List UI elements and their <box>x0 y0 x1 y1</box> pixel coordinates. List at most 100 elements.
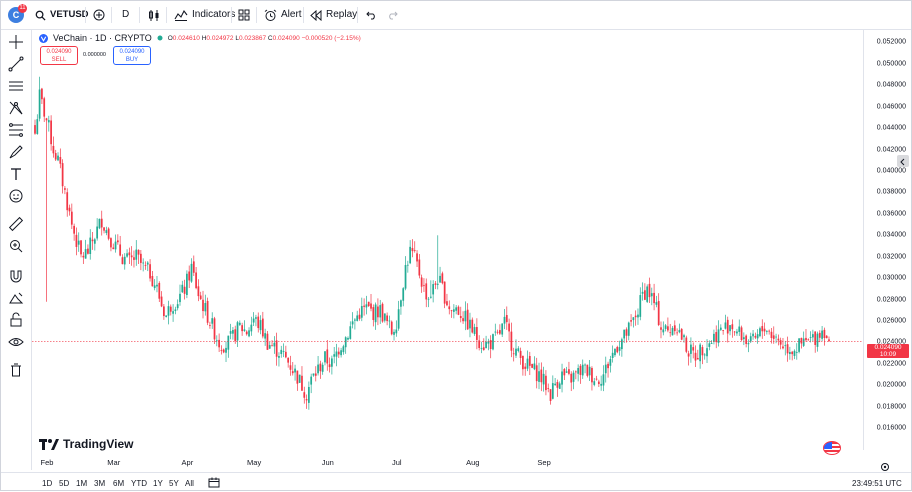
range-button-3m[interactable]: 3M <box>94 479 106 488</box>
candle-body <box>160 296 163 307</box>
buy-button[interactable]: 0.024090 BUY <box>113 46 151 65</box>
candle-body <box>268 345 271 349</box>
candle-body <box>301 375 303 391</box>
candle-body <box>66 192 69 211</box>
layouts-button[interactable] <box>238 6 250 24</box>
sell-button[interactable]: 0.024090 SELL <box>40 46 78 65</box>
candle-body <box>473 327 476 334</box>
interval-button[interactable]: D <box>122 6 129 24</box>
price-tick-label: 0.022000 <box>876 360 906 368</box>
candle-body <box>434 283 437 285</box>
replay-button[interactable]: Replay <box>310 6 357 24</box>
range-button-1d[interactable]: 1D <box>42 479 53 488</box>
candle-body <box>218 339 220 348</box>
horizontal-lines-icon[interactable] <box>8 78 24 94</box>
candle-body <box>192 261 195 273</box>
candle-body <box>312 373 315 376</box>
pitchfork-icon[interactable] <box>8 100 24 116</box>
compare-button[interactable] <box>93 6 105 24</box>
range-button-1y[interactable]: 1Y <box>153 479 163 488</box>
candle-body <box>644 290 646 300</box>
candle-body <box>411 248 414 252</box>
axis-scale-button[interactable] <box>897 155 909 167</box>
symbol-search[interactable]: VETUSD <box>35 6 89 24</box>
candle-body <box>736 331 738 334</box>
indicators-button[interactable]: Indicators <box>174 6 235 24</box>
candle-body <box>365 304 368 308</box>
divider <box>256 7 257 23</box>
candle-body <box>595 378 598 380</box>
magnet-icon[interactable] <box>8 268 24 284</box>
candle-body <box>356 315 359 321</box>
candle-body <box>418 259 421 276</box>
time-tick-label: Mar <box>107 458 121 467</box>
candle-body <box>528 356 531 366</box>
candle-body <box>646 286 649 302</box>
candle-body <box>540 369 543 383</box>
price-axis[interactable]: 0.052000 0.050000 0.048000 0.046000 0.044000… <box>863 30 912 450</box>
price-tick-label: 0.046000 <box>876 103 906 111</box>
candle-body <box>89 237 92 254</box>
range-button-5y[interactable]: 5Y <box>169 479 179 488</box>
candle-body <box>238 322 241 325</box>
unlock-icon[interactable] <box>8 312 24 328</box>
trend-line-icon[interactable] <box>8 56 24 72</box>
candle-body <box>335 351 338 357</box>
candle-body <box>243 329 246 331</box>
redo-button[interactable] <box>387 6 398 24</box>
candle-body <box>289 365 292 370</box>
settings-button[interactable] <box>880 459 890 477</box>
us-flag-icon[interactable] <box>823 441 841 455</box>
fib-retracement-icon[interactable] <box>8 122 24 138</box>
candle-body <box>439 275 441 283</box>
undo-button[interactable] <box>366 6 377 24</box>
range-button-5d[interactable]: 5D <box>59 479 70 488</box>
symbol-title[interactable]: VeChain · 1D · CRYPTO <box>53 33 152 43</box>
zoom-in-icon[interactable] <box>8 238 24 254</box>
search-icon <box>35 10 46 21</box>
candle-body <box>655 302 658 305</box>
divider <box>139 7 140 23</box>
price-tick-label: 0.040000 <box>876 167 906 175</box>
trash-icon[interactable] <box>8 362 24 378</box>
candle-body <box>105 230 108 233</box>
alert-button[interactable]: Alert <box>264 6 302 24</box>
price-chart[interactable] <box>32 30 863 450</box>
candle-body <box>531 363 533 368</box>
candle-body <box>183 286 186 294</box>
candle-body <box>637 314 639 318</box>
candle-body <box>199 295 202 300</box>
chart-type-button[interactable] <box>148 6 160 24</box>
emoji-icon[interactable] <box>8 188 24 204</box>
candle-body <box>485 341 487 349</box>
ruler-icon[interactable] <box>8 216 24 232</box>
candle-body <box>713 333 715 342</box>
text-icon[interactable] <box>8 166 24 182</box>
candle-body <box>586 364 589 376</box>
candle-body <box>377 306 379 318</box>
time-axis[interactable]: Feb Mar Apr May Jun Jul Aug Sep <box>32 453 862 471</box>
candle-body <box>577 368 580 374</box>
price-tick-label: 0.032000 <box>876 253 906 261</box>
time-tick-label: May <box>247 458 262 467</box>
range-button-ytd[interactable]: YTD <box>131 479 147 488</box>
goto-date-button[interactable] <box>208 477 220 490</box>
brush-icon[interactable] <box>8 144 24 160</box>
candle-body <box>282 351 285 352</box>
candle-body <box>487 341 490 344</box>
lock-drawings-icon[interactable] <box>8 290 24 306</box>
candle-body <box>215 340 218 342</box>
candle-body <box>611 352 614 358</box>
candle-body <box>756 334 759 339</box>
range-button-all[interactable]: All <box>185 479 194 488</box>
eye-icon[interactable] <box>8 334 24 350</box>
candle-body <box>779 340 782 345</box>
utc-clock[interactable]: 23:49:51 UTC <box>852 479 902 488</box>
range-button-1m[interactable]: 1M <box>76 479 88 488</box>
candle-body <box>280 349 283 355</box>
candle-body <box>600 383 603 386</box>
candle-body <box>466 309 469 330</box>
range-button-6m[interactable]: 6M <box>113 479 125 488</box>
candle-body <box>802 338 805 346</box>
crosshair-icon[interactable] <box>8 34 24 50</box>
